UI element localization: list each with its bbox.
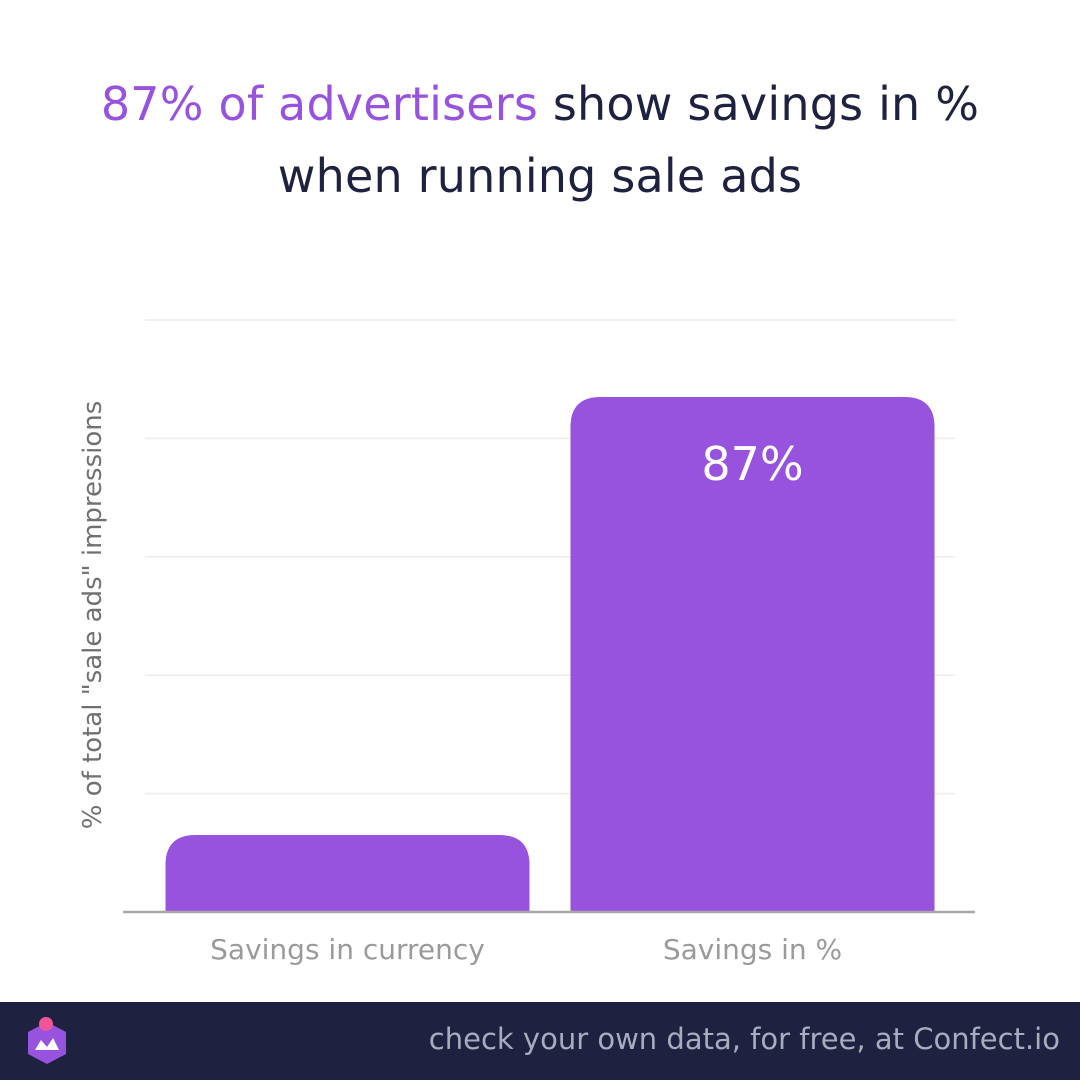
- x-tick-label-0: Savings in currency: [210, 933, 485, 966]
- bar-0: [165, 835, 530, 912]
- confect-logo-icon: [28, 1017, 66, 1064]
- footer-text: check your own data, for free, at Confec…: [428, 1022, 1060, 1056]
- title-rest: show savings in %: [538, 77, 980, 131]
- x-tick-label-1: Savings in %: [663, 933, 842, 966]
- data-label-1: 87%: [701, 437, 803, 491]
- bars: 87%: [165, 396, 935, 913]
- title-accent: 87% of advertisers: [100, 77, 539, 131]
- title-line-2: when running sale ads: [277, 149, 803, 203]
- title-line-1: 87% of advertisers show savings in %: [0, 68, 1080, 140]
- x-tick-labels: Savings in currency Savings in %: [210, 933, 842, 966]
- y-axis-label: % of total "sale ads" impressions: [78, 401, 108, 830]
- bar-chart: 87% Savings in currency Savings in % % of…: [78, 319, 975, 966]
- chart-title: 87% of advertisers show savings in % whe…: [0, 68, 1080, 212]
- bar-1: [570, 396, 935, 913]
- footer-bar: check your own data, for free, at Confec…: [0, 1002, 1080, 1080]
